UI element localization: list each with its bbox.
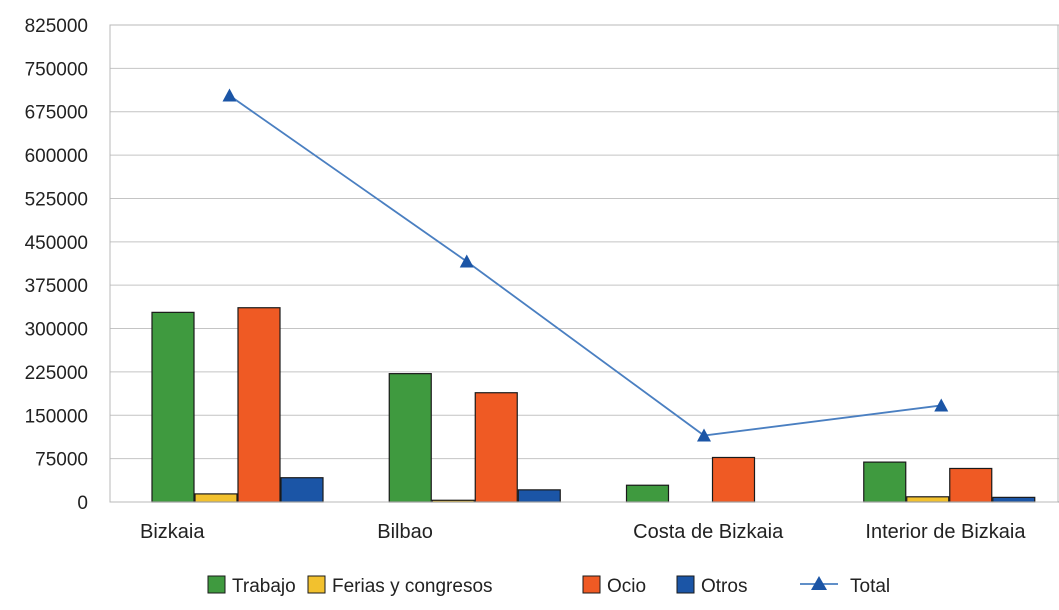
y-tick-label: 525000 bbox=[25, 189, 88, 210]
x-tick-label: Interior de Bizkaia bbox=[865, 521, 1026, 543]
legend-swatch bbox=[307, 575, 326, 594]
y-tick-label: 450000 bbox=[25, 233, 88, 254]
y-tick-label: 0 bbox=[77, 493, 88, 514]
total-point bbox=[697, 428, 711, 442]
bar-trabajo bbox=[625, 484, 670, 503]
bar-trabajo bbox=[388, 373, 432, 503]
legend-label: Total bbox=[850, 576, 890, 597]
y-tick-label: 375000 bbox=[25, 276, 88, 297]
bar-trabajo bbox=[151, 311, 195, 503]
legend-swatch bbox=[207, 575, 226, 594]
bar-otros bbox=[517, 489, 561, 503]
legend: Trabajo Ferias y congresos Ocio Otros Total bbox=[207, 575, 890, 597]
bar-ocio bbox=[474, 392, 518, 503]
total-point bbox=[222, 88, 237, 102]
bar-ocio bbox=[949, 467, 993, 503]
legend-label: Ocio bbox=[607, 576, 646, 597]
total-point bbox=[459, 254, 474, 268]
y-tick-label: 150000 bbox=[25, 406, 88, 427]
total-point bbox=[934, 398, 949, 412]
y-axis-tick-labels: 0 75000 150000 225000 300000 375000 450000 5250… bbox=[25, 16, 88, 514]
y-tick-label: 75000 bbox=[35, 450, 88, 471]
x-axis-tick-labels: Bizkaia Bilbao Costa de Bizkaia Interior de… bbox=[140, 521, 1026, 543]
bar-trabajo bbox=[863, 461, 907, 503]
bar-series bbox=[151, 307, 1036, 503]
y-tick-label: 825000 bbox=[25, 16, 88, 37]
legend-label: Trabajo bbox=[232, 576, 296, 597]
bar-ferias-y-congresos bbox=[906, 496, 950, 503]
bar-ferias-y-congresos bbox=[194, 493, 238, 503]
y-tick-label: 600000 bbox=[25, 146, 88, 167]
y-tick-label: 300000 bbox=[25, 320, 88, 341]
legend-label: Ferias y congresos bbox=[332, 576, 493, 597]
x-tick-label: Bilbao bbox=[377, 521, 433, 543]
total-line-series bbox=[222, 88, 949, 442]
plot-area-frame bbox=[109, 24, 1059, 503]
legend-swatch bbox=[676, 575, 695, 594]
x-tick-label: Bizkaia bbox=[140, 521, 205, 543]
bar-ocio bbox=[711, 456, 756, 503]
y-tick-label: 675000 bbox=[25, 103, 88, 124]
y-tick-label: 225000 bbox=[25, 363, 88, 384]
y-tick-label: 750000 bbox=[25, 59, 88, 80]
x-tick-label: Costa de Bizkaia bbox=[633, 521, 784, 543]
bar-otros bbox=[280, 477, 324, 503]
bar-otros bbox=[992, 496, 1036, 503]
legend-marker bbox=[811, 576, 827, 590]
legend-swatch bbox=[582, 575, 601, 594]
bar-ocio bbox=[237, 307, 281, 503]
total-line bbox=[228, 94, 942, 437]
legend-label: Otros bbox=[701, 576, 747, 597]
